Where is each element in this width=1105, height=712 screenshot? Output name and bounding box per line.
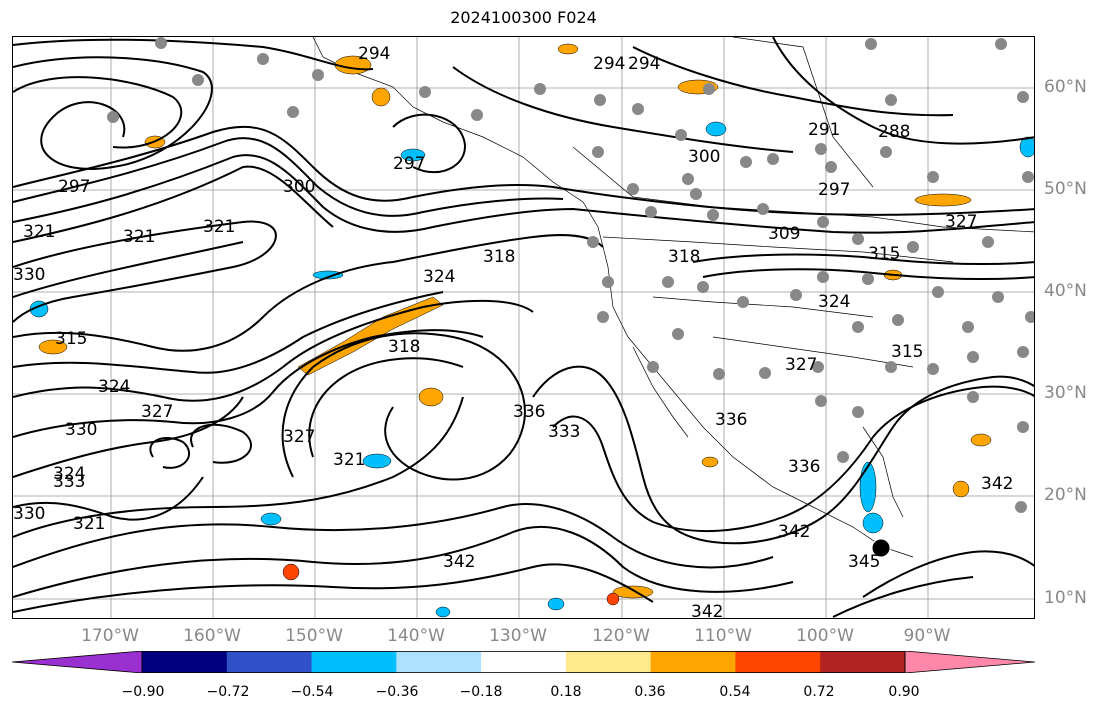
contour-label: 324 [98,377,130,397]
storm-center-marker [871,538,891,558]
map-panel: 294 294 294 291 288 300 297 297 300 297 … [12,36,1035,619]
lat-label-20n: 20°N [1044,485,1087,505]
contour-label: 300 [283,177,315,197]
contour-label: 333 [53,472,85,492]
contour-label: 321 [123,227,155,247]
contour-label: 327 [945,212,977,232]
contour-label: 321 [23,222,55,242]
lon-label-120w: 120°W [592,626,650,646]
contour-label: 336 [788,457,820,477]
contour-label: 324 [818,292,850,312]
colorbar-extend-low [12,651,143,673]
contour-label: 342 [443,552,475,572]
lon-label-170w: 170°W [81,626,139,646]
contour-label: 324 [53,464,85,484]
colorbar-segment [565,651,652,673]
colorbar-tick: 0.36 [634,684,666,700]
contour-label: 342 [691,602,723,619]
colorbar [12,651,1035,673]
contour-label: 315 [891,342,923,362]
colorbar-tick: 0.72 [803,684,835,700]
map-title: 2024100300 F024 [450,8,597,27]
lat-label-10n: 10°N [1044,588,1087,608]
contour-label: 297 [58,177,90,197]
contour-label: 330 [65,420,97,440]
colorbar-segment [226,651,313,673]
contour-label: 324 [423,267,455,287]
colorbar-tick: −0.36 [375,684,419,700]
contour-label: 291 [808,120,840,140]
contour-label: 321 [73,514,105,534]
contour-label: 294 [628,54,660,74]
colorbar-segment [142,651,228,673]
contour-label: 288 [878,122,910,142]
contour-label: 333 [548,422,580,442]
contour-lines [13,37,1034,618]
lat-label-40n: 40°N [1044,281,1087,301]
lon-label-130w: 130°W [489,626,547,646]
contour-label: 315 [55,329,87,349]
colorbar-border [141,651,906,673]
contour-label: 327 [141,402,173,422]
contour-label: 327 [283,427,315,447]
colorbar-segment [650,651,736,673]
colorbar-tick: 0.18 [550,684,582,700]
colorbar-extend-high [904,651,1035,673]
colorbar-tick: −0.54 [290,684,334,700]
colorbar-segment [311,651,397,673]
colorbar-segment [820,651,906,673]
contour-label: 297 [818,180,850,200]
contour-label: 342 [778,522,810,542]
colorbar-tick: −0.72 [206,684,250,700]
contour-label: 321 [203,217,235,237]
station-markers [107,37,1034,513]
lon-label-140w: 140°W [387,626,445,646]
lon-label-160w: 160°W [183,626,241,646]
colorbar-segment [396,651,482,673]
contour-label: 321 [333,450,365,470]
colorbar-segment [481,651,567,673]
contour-label: 315 [868,244,900,264]
lat-label-50n: 50°N [1044,179,1087,199]
colorbar-tick: −0.90 [121,684,165,700]
lon-label-110w: 110°W [694,626,752,646]
lon-label-150w: 150°W [285,626,343,646]
contour-label: 336 [715,410,747,430]
lat-label-30n: 30°N [1044,383,1087,403]
colorbar-tick: 0.90 [888,684,920,700]
contour-label: 297 [393,154,425,174]
contour-label: 345 [848,552,880,572]
lon-label-90w: 90°W [903,626,951,646]
lat-label-60n: 60°N [1044,77,1087,97]
contour-label: 327 [785,355,817,375]
colorbar-tick: −0.18 [459,684,503,700]
contour-label: 336 [513,402,545,422]
contour-label: 342 [981,474,1013,494]
colorbar-segment [735,651,821,673]
contour-label: 294 [593,54,625,74]
contour-label: 294 [358,44,390,64]
contour-value-labels: 294 294 294 291 288 300 297 297 300 297 … [13,44,1013,619]
contour-label: 309 [768,224,800,244]
contour-label: 318 [668,247,700,267]
lon-label-100w: 100°W [796,626,854,646]
graticule [13,37,1034,618]
contour-label: 330 [13,265,45,285]
contour-label: 318 [483,247,515,267]
colorbar-tick: 0.54 [719,684,751,700]
map-svg: 294 294 294 291 288 300 297 297 300 297 … [13,37,1034,619]
contour-label: 318 [388,337,420,357]
contour-label: 330 [13,504,45,524]
contour-label: 300 [688,147,720,167]
